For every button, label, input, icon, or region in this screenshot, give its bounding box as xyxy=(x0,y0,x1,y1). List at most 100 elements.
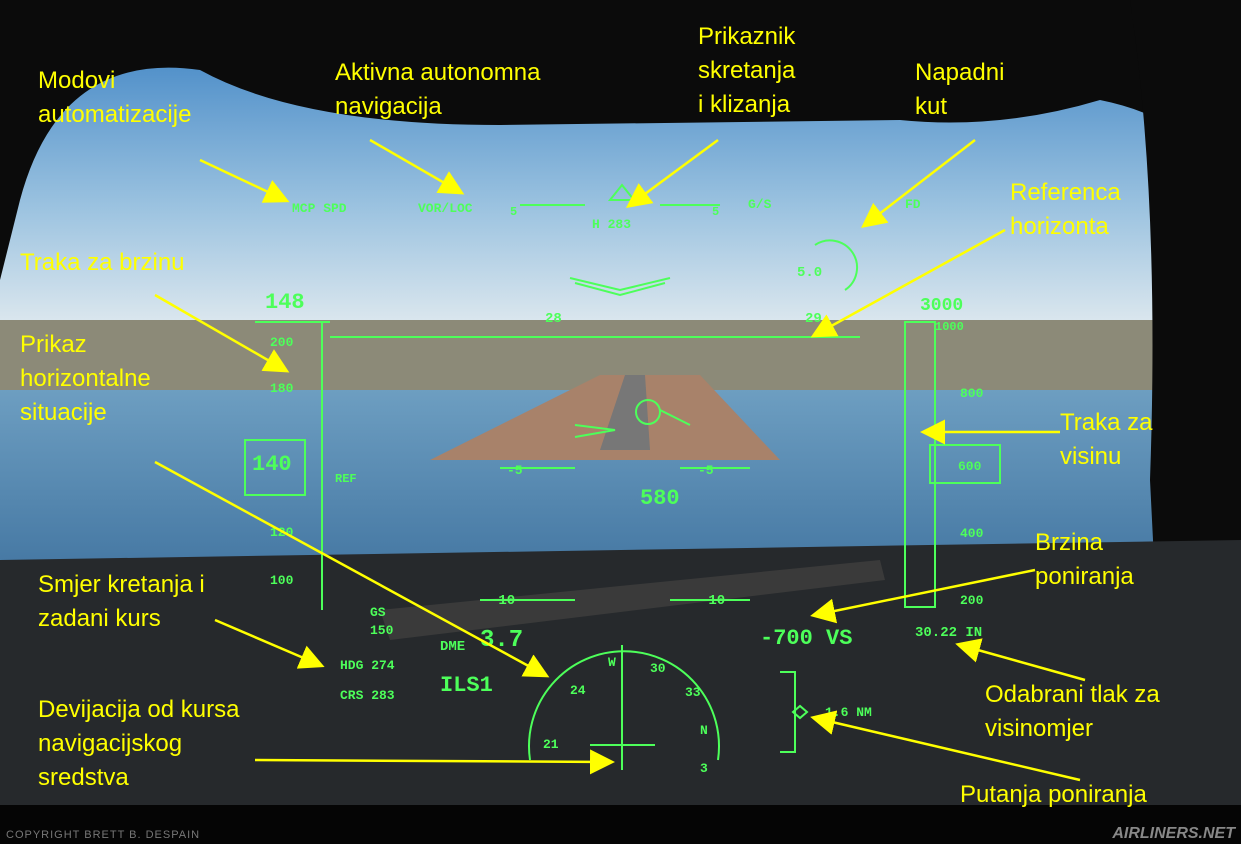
hud-label: 140 xyxy=(252,452,292,477)
hud-label: GS xyxy=(370,605,386,620)
hud-label: 29 xyxy=(805,311,822,327)
annotation-arrow xyxy=(154,460,550,678)
guidance-cue xyxy=(574,409,691,438)
annotation-text: Traka za xyxy=(1060,409,1153,436)
annotation-text: Napadni xyxy=(915,59,1004,86)
hud-label: ILS1 xyxy=(440,673,493,698)
annotation-text: i klizanja xyxy=(698,91,791,118)
speed-box xyxy=(244,439,306,496)
annotation-text: Prikaznik xyxy=(698,23,796,50)
hud-label: VOR/LOC xyxy=(418,201,473,216)
hud-label: G/S xyxy=(748,197,772,212)
annotation-arrow xyxy=(369,138,465,195)
aoa-arc xyxy=(814,239,859,291)
annotation-arrow xyxy=(955,638,1086,682)
hud-label: 5.0 xyxy=(797,265,822,281)
annotation-text: Aktivna autonomna xyxy=(335,59,541,86)
hud-label: REF xyxy=(335,472,357,486)
annotation-text: Smjer kretanja i xyxy=(38,571,205,598)
hud-label: 5 xyxy=(712,205,719,219)
hud-label: 3000 xyxy=(920,296,963,316)
hud-label: -5 xyxy=(507,463,523,478)
annotation-text: Odabrani tlak za xyxy=(985,681,1160,708)
altitude-box xyxy=(929,444,1001,484)
annotation-arrow xyxy=(199,158,290,203)
hud-label: HDG 274 xyxy=(340,658,395,673)
annotation-arrow xyxy=(214,618,325,669)
annotation-text: sredstva xyxy=(38,764,129,791)
copyright: COPYRIGHT BRETT B. DESPAIN xyxy=(6,829,200,841)
annotation-text: visinu xyxy=(1060,443,1121,470)
hud-label: W xyxy=(608,655,616,670)
hud-label: 580 xyxy=(640,486,680,511)
hud-label: 1.6 NM xyxy=(825,705,872,720)
dashboard xyxy=(0,540,1241,844)
hud-label: 150 xyxy=(370,623,394,638)
hud-label: 200 xyxy=(960,593,984,608)
hud-label: DME xyxy=(440,639,465,655)
annotation-text: Putanja poniranja xyxy=(960,781,1147,808)
hud-label: -10 xyxy=(490,593,515,609)
annotation-arrow xyxy=(254,749,615,775)
annotation-arrow xyxy=(625,138,719,208)
hud-label: 28 xyxy=(545,311,562,327)
hud-label: 5 xyxy=(510,205,517,219)
annotation-arrow xyxy=(810,568,1036,624)
hud-label: N xyxy=(700,723,708,738)
hud-label: 800 xyxy=(960,386,984,401)
boresight xyxy=(569,277,671,297)
hud-symbols xyxy=(244,183,1001,770)
hud-label: 600 xyxy=(958,459,982,474)
annotation-text: Modovi xyxy=(38,67,115,94)
hud-label: 30.22 IN xyxy=(915,625,982,641)
hud-label: 3 xyxy=(700,761,708,776)
hud-label: H 283 xyxy=(592,217,631,232)
annotation-text: horizontalne xyxy=(20,365,151,392)
annotation-text: horizonta xyxy=(1010,213,1109,240)
runway-area xyxy=(430,375,780,460)
annotation-text: visinomjer xyxy=(985,715,1093,742)
annotation-text: situacije xyxy=(20,399,107,426)
annotation-text: navigacijskog xyxy=(38,730,182,757)
annotation-text: automatizacije xyxy=(38,101,191,128)
hud-label: 180 xyxy=(270,381,294,396)
canopy-frame-right xyxy=(1130,0,1241,680)
hud-label: -5 xyxy=(698,463,714,478)
hud-label: 33 xyxy=(685,685,701,700)
annotation-text: skretanja xyxy=(698,57,796,84)
annotation-text: Traka za brzinu xyxy=(20,249,185,276)
annotation-text: Devijacija od kursa xyxy=(38,696,240,723)
annotation-arrow xyxy=(810,710,1081,782)
canopy-frame-top xyxy=(0,0,1241,280)
glideslope-scale xyxy=(780,671,796,753)
annotation-text: zadani kurs xyxy=(38,605,161,632)
annotation-text: kut xyxy=(915,93,947,120)
hud-label: MCP SPD xyxy=(292,201,347,216)
hud-label: 148 xyxy=(265,290,305,315)
pitch-ladder xyxy=(480,204,750,601)
watermark: AIRLINERS.NET xyxy=(1111,825,1236,842)
hud-label: CRS 283 xyxy=(340,688,395,703)
hud-label: 100 xyxy=(270,573,294,588)
annotation-arrow xyxy=(154,293,290,373)
hud-label: 3.7 xyxy=(480,627,523,654)
glareshield-bar xyxy=(380,560,885,640)
compass-arc xyxy=(528,650,720,761)
hud-label: 30 xyxy=(650,661,666,676)
annotation-arrow xyxy=(861,139,976,229)
altitude-tape xyxy=(904,321,936,608)
flight-path xyxy=(635,399,661,425)
annotation-text: Prikaz xyxy=(20,331,87,358)
annotation-text: Referenca xyxy=(1010,179,1121,206)
annotation-text: Brzina xyxy=(1035,529,1104,556)
hud-label: 400 xyxy=(960,526,984,541)
hud-label: 24 xyxy=(570,683,586,698)
annotation-text: poniranja xyxy=(1035,563,1134,590)
hud-label: 200 xyxy=(270,335,294,350)
annotation-text: navigacija xyxy=(335,93,442,120)
annotation-arrow xyxy=(810,228,1006,338)
bottom-strip xyxy=(0,805,1241,844)
course-deviation xyxy=(590,645,655,770)
